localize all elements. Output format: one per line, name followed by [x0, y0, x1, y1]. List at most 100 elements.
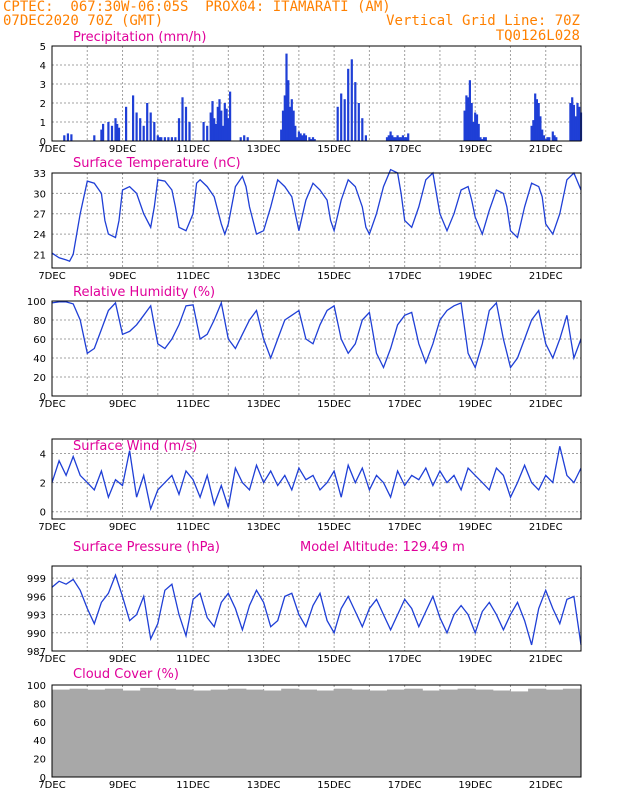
x-tick-label: 11DEC — [176, 780, 210, 791]
panel-5: 7DEC 9DEC 11DEC 13DEC 15DEC 17DEC 19DEC 21DEC 0 2… — [27, 667, 582, 791]
bar — [340, 93, 343, 141]
bar — [313, 139, 316, 141]
bar — [163, 137, 166, 141]
bar — [170, 137, 173, 141]
bar — [347, 68, 350, 141]
bar — [214, 123, 218, 141]
bar — [211, 101, 214, 141]
bar — [398, 137, 401, 141]
bar — [281, 110, 285, 141]
panel-title: Surface Pressure (hPa) — [73, 540, 220, 555]
bar — [221, 125, 225, 141]
bar — [474, 112, 477, 141]
bar — [292, 110, 295, 141]
y-tick-label: 1 — [40, 118, 46, 129]
bar — [157, 688, 176, 777]
bar — [387, 689, 406, 777]
bar — [220, 110, 223, 141]
bar — [479, 137, 482, 141]
x-tick-label: 17DEC — [388, 144, 422, 155]
bar — [546, 137, 549, 141]
chart-header: CPTEC: 067:30W-06:05S PROX04: ITAMARATI … — [0, 0, 618, 46]
y-tick-label: 40 — [33, 736, 46, 747]
bar — [572, 104, 575, 141]
y-tick-label: 33 — [33, 169, 46, 180]
bar — [463, 110, 466, 141]
bar — [140, 687, 159, 777]
y-tick-label: 5 — [40, 42, 46, 53]
y-tick-label: 2 — [40, 479, 46, 490]
y-tick-label: 0 — [40, 508, 46, 519]
bar — [350, 59, 353, 141]
bar — [216, 106, 219, 141]
panel-frame — [51, 300, 582, 397]
bar — [334, 688, 353, 777]
x-tick-label: 15DEC — [317, 522, 351, 533]
x-tick-label: 19DEC — [458, 780, 492, 791]
x-tick-label: 11DEC — [176, 654, 210, 665]
x-tick-label: 17DEC — [388, 399, 422, 410]
bar — [184, 106, 188, 141]
panel-frame — [51, 565, 582, 652]
bar — [158, 137, 161, 141]
x-tick-label: 7DEC — [38, 271, 65, 282]
bar — [139, 118, 142, 141]
bar — [528, 688, 547, 777]
bar — [457, 688, 476, 777]
bar — [243, 135, 246, 141]
bar — [209, 112, 212, 141]
bar — [439, 689, 458, 777]
bar — [470, 103, 473, 141]
bar — [472, 122, 475, 141]
bar — [175, 689, 194, 777]
bar — [468, 80, 471, 141]
bar — [310, 139, 313, 141]
bar — [188, 122, 191, 141]
bar — [400, 137, 403, 141]
bar — [544, 139, 547, 141]
bar — [285, 53, 288, 141]
x-tick-label: 7DEC — [38, 399, 65, 410]
y-tick-label: 40 — [33, 354, 46, 365]
x-tick-label: 13DEC — [247, 271, 281, 282]
bar — [227, 118, 230, 141]
x-tick-label: 19DEC — [458, 271, 492, 282]
bar — [228, 688, 247, 777]
bar — [578, 106, 581, 141]
bar — [530, 125, 533, 141]
y-tick-label: 0 — [40, 392, 46, 403]
x-tick-label: 13DEC — [247, 522, 281, 533]
bar — [343, 99, 346, 141]
bar — [574, 116, 577, 141]
bar — [290, 99, 293, 141]
panel-4: 7DEC 9DEC 11DEC 13DEC 15DEC 17DEC 19DEC 21DEC 98… — [27, 540, 582, 665]
y-tick-label: 20 — [33, 755, 46, 766]
y-tick-label: 20 — [33, 373, 46, 384]
bar — [551, 131, 554, 141]
x-tick-label: 21DEC — [529, 144, 563, 155]
bar — [403, 137, 406, 141]
x-tick-label: 15DEC — [317, 271, 351, 282]
bar — [301, 135, 304, 141]
panel-1: 7DEC 9DEC 11DEC 13DEC 15DEC 17DEC 19DEC 21DEC 21… — [33, 156, 582, 282]
x-tick-label: 15DEC — [317, 144, 351, 155]
bar — [149, 112, 152, 141]
x-tick-label: 17DEC — [388, 780, 422, 791]
bar — [287, 80, 290, 141]
bar — [299, 133, 302, 141]
bar — [569, 103, 572, 141]
bar — [465, 95, 468, 141]
bar — [135, 112, 138, 141]
panel-title: Surface Wind (m/s) — [73, 439, 197, 454]
bar — [311, 137, 315, 141]
y-tick-label: 993 — [27, 611, 46, 622]
y-tick-label: 0 — [40, 773, 46, 784]
bar — [281, 688, 300, 777]
x-tick-label: 7DEC — [38, 144, 65, 155]
y-tick-label: 60 — [33, 335, 46, 346]
panel-title: Surface Temperature (nC) — [73, 156, 241, 171]
bar — [484, 137, 487, 141]
header-station-line: CPTEC: 067:30W-06:05S PROX04: ITAMARATI … — [3, 0, 391, 15]
bar — [283, 95, 286, 141]
